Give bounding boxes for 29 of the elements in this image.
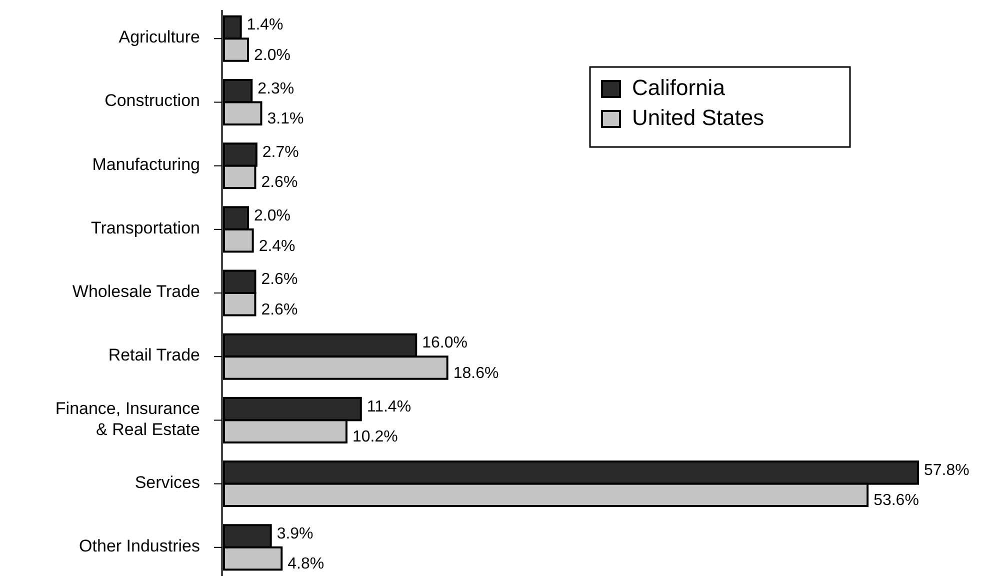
data-label: 3.1% <box>267 110 304 128</box>
data-label: 10.2% <box>352 428 398 446</box>
data-label: 2.3% <box>258 80 294 98</box>
y-tick-label: Agriculture <box>118 28 200 48</box>
legend-label: California <box>632 74 726 100</box>
y-tick-label: Transportation <box>91 218 200 238</box>
y-tick-label: Finance, Insurance & Real Estate <box>55 400 200 440</box>
data-label: 2.6% <box>261 174 298 192</box>
y-tick-label: Services <box>134 473 200 492</box>
data-label: 1.4% <box>246 16 284 34</box>
data-label: 2.6% <box>261 301 298 318</box>
data-label: 2.7% <box>262 144 299 161</box>
data-label: 4.8% <box>288 556 324 573</box>
data-label: 18.6% <box>453 364 499 382</box>
data-label: 16.0% <box>422 334 468 352</box>
legend-label: United States <box>632 104 764 130</box>
y-tick-label: Manufacturing <box>92 155 200 174</box>
data-label: 53.6% <box>874 492 919 510</box>
data-label: 57.8% <box>924 462 970 479</box>
data-label: 2.0% <box>254 46 290 64</box>
y-tick-label: Other Industries <box>79 536 200 556</box>
y-tick-label: Retail Trade <box>108 346 200 366</box>
data-label: 2.0% <box>254 207 290 225</box>
data-label: 3.9% <box>276 525 314 542</box>
y-tick-label: Wholesale Trade <box>72 282 200 302</box>
data-label: 2.4% <box>258 238 296 255</box>
data-label: 2.6% <box>261 271 298 288</box>
y-tick-label: Construction <box>104 92 200 111</box>
data-label: 11.4% <box>366 398 412 416</box>
